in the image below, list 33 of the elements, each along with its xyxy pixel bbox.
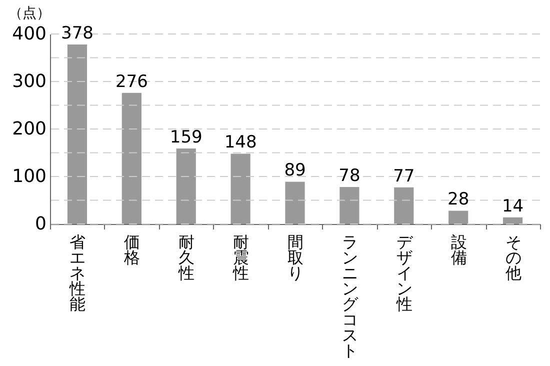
x-tick-label: 価格: [123, 232, 140, 267]
x-tick-label: 耐震性: [232, 232, 250, 282]
data-label: 276: [115, 72, 148, 92]
data-label: 14: [502, 196, 524, 216]
x-tick-label: 耐久性: [178, 232, 195, 282]
bar: [502, 217, 523, 224]
y-tick-label: 400: [12, 24, 46, 44]
data-label: 77: [393, 166, 415, 186]
y-axis-title: （点）: [8, 6, 50, 22]
bar: [448, 210, 468, 224]
bar: [122, 92, 142, 224]
x-tick-label: デザイン性: [395, 232, 414, 314]
data-label: 89: [284, 160, 306, 181]
x-tick-label: ランニングコスト: [342, 232, 359, 360]
y-tick-label: 0: [35, 214, 46, 234]
bar: [285, 182, 305, 224]
data-label: 28: [448, 190, 470, 210]
y-tick-label: 200: [12, 118, 46, 140]
data-label: 148: [224, 132, 257, 153]
data-label: 378: [60, 23, 94, 44]
bar: [230, 154, 250, 224]
x-tick-label: 設備: [450, 232, 467, 267]
bar: [394, 187, 414, 224]
bar: [67, 44, 88, 224]
bar: [340, 186, 360, 224]
x-tick-label: 間取り: [288, 232, 304, 282]
x-tick-label: 省エネ性能: [68, 232, 86, 314]
y-tick-label: 300: [12, 71, 46, 92]
bar: [176, 148, 196, 224]
x-tick-label: その他: [505, 232, 522, 282]
data-label: 159: [170, 127, 202, 148]
y-tick-label: 100: [12, 166, 46, 187]
data-label: 78: [338, 166, 360, 186]
